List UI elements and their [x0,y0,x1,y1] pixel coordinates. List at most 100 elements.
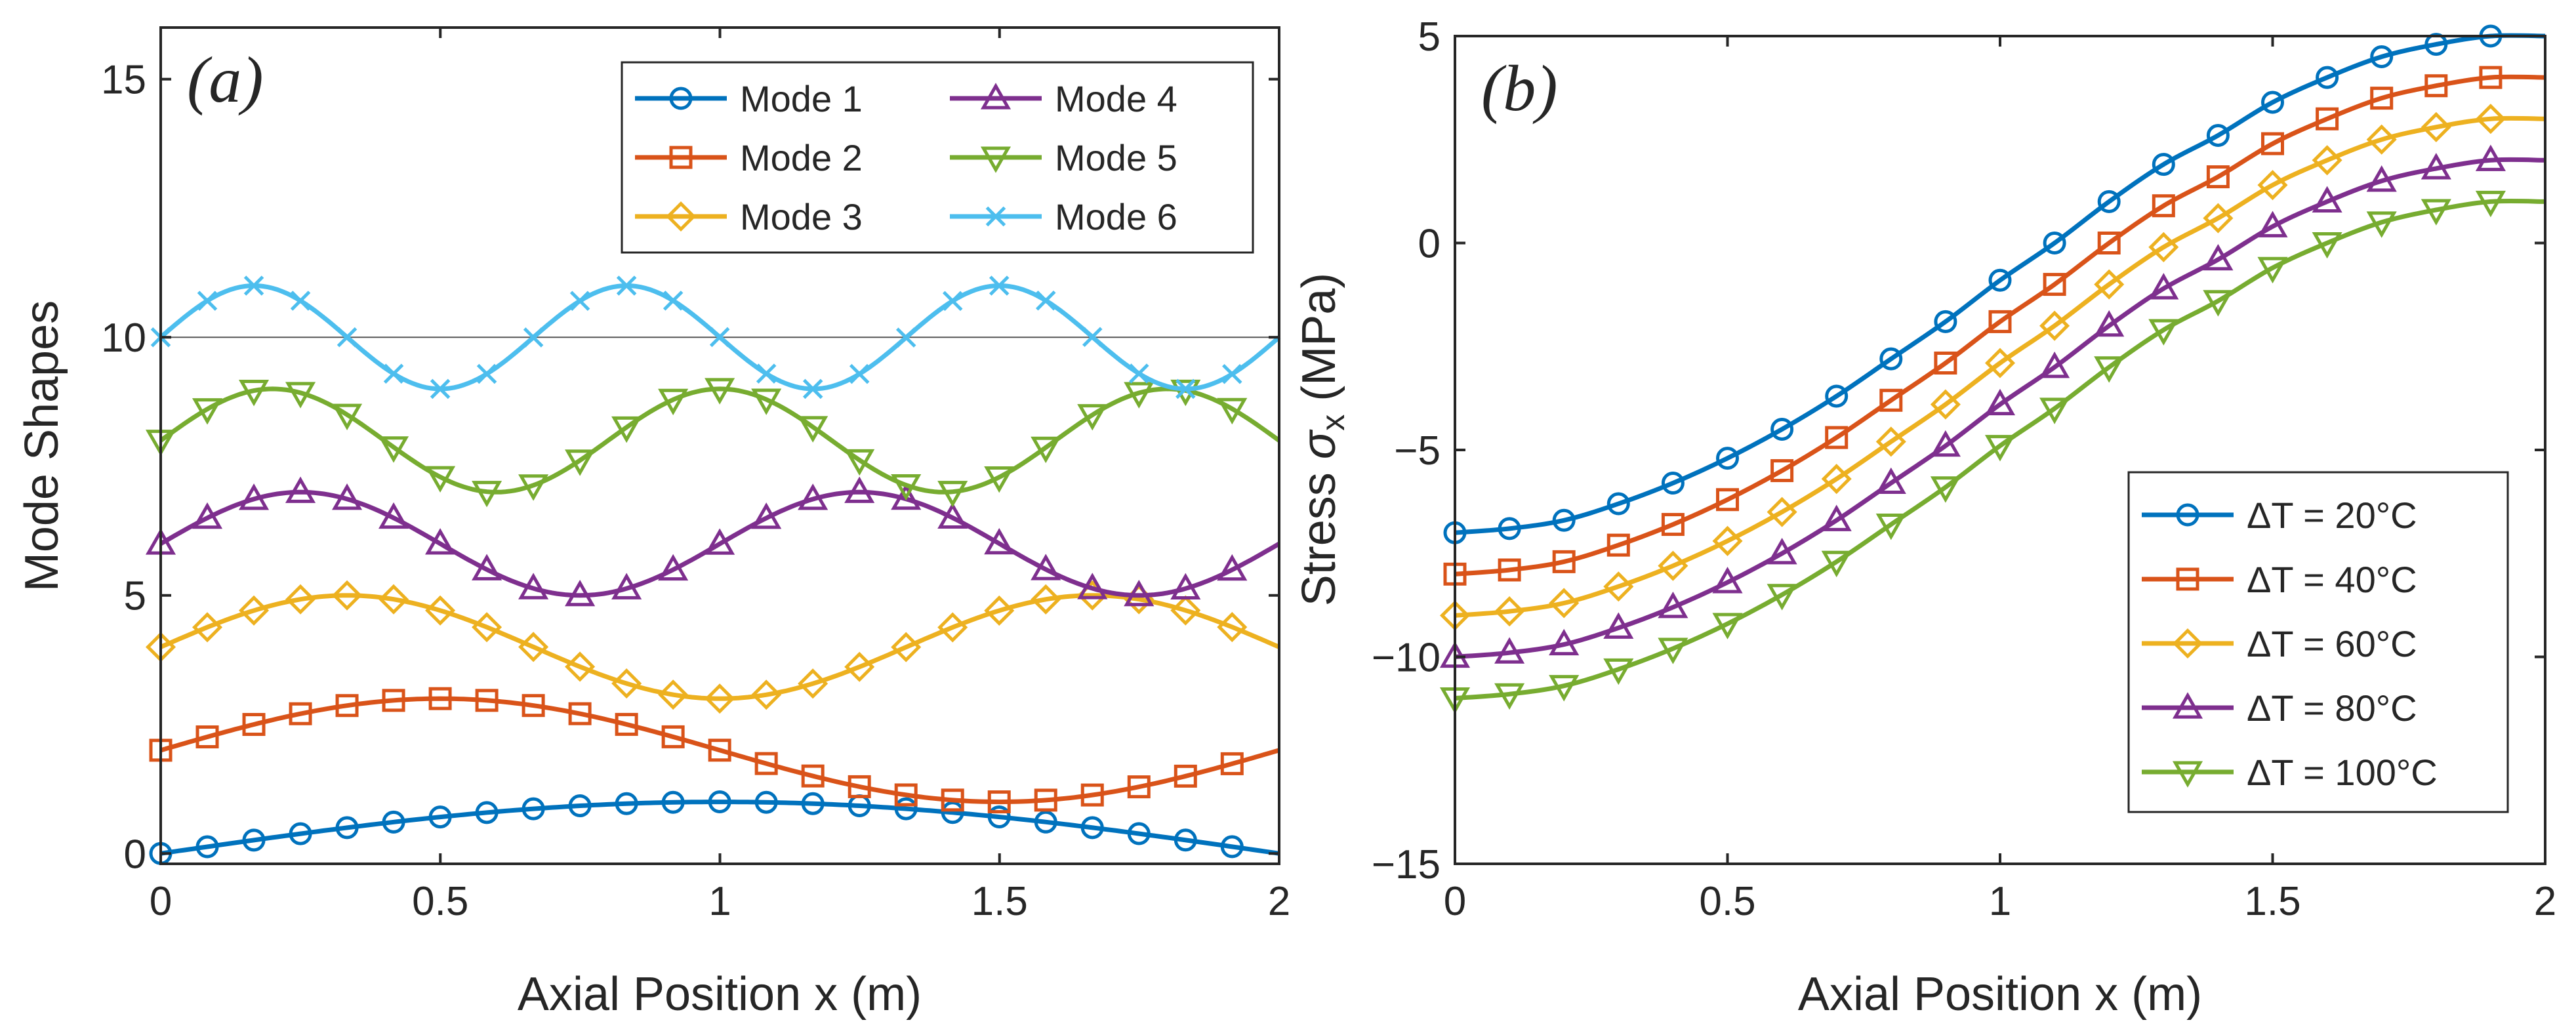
panel-b-point-series-3 [2421,112,2451,142]
panel-a-series-line-mode-5 [159,386,1281,495]
panel-b-legend-marker [2172,692,2203,719]
panel-a-point-mode-2 [941,788,964,812]
panel-a-point-mode-4 [658,554,689,581]
panel-b-point-series-2 [1498,558,1521,582]
panel-a-point-mode-6 [895,327,916,348]
panel-b-point-series-4 [1712,567,1743,594]
panel-a-point-mode-4 [1077,573,1108,599]
panel-a-point-mode-2 [335,694,359,718]
panel-b-point-series-4 [1658,591,1688,619]
panel-a-point-mode-1 [661,790,685,814]
panel-a-series-line-mode-2 [160,696,1280,805]
panel-a-point-mode-3 [844,651,875,682]
panel-a-point-mode-1 [987,805,1011,829]
panel-a-point-mode-6 [756,363,777,384]
panel-a-point-mode-3 [1170,595,1201,626]
panel-a-point-mode-6 [430,378,451,399]
panel-b-legend-marker [2176,567,2199,591]
panel-a-point-mode-3 [611,668,642,699]
panel-a-point-mode-2 [475,689,499,712]
panel-a-point-mode-4 [1124,579,1155,607]
panel-b-point-series-2 [1661,513,1685,537]
panel-b-point-series-1 [1934,310,1957,333]
panel-a-point-mode-6 [616,275,637,296]
panel-a-legend-marker [669,146,693,169]
panel-b-ylabel: Stress σx (MPa) [1293,273,1351,606]
panel-a-point-mode-5 [891,474,922,501]
panel-a-point-mode-1 [521,797,545,821]
panel-b-label: (b) [1481,52,1558,125]
panel-a-legend-marker [669,87,693,110]
panel-a-point-mode-4 [285,476,316,503]
panel-a-point-mode-6 [849,363,870,384]
panel-b-point-series-1 [1825,384,1849,408]
panel-b-point-series-5 [1549,675,1580,702]
panel-b-point-series-4 [2366,165,2397,192]
panel-a-point-mode-2 [848,775,871,798]
panel-b-point-series-3 [1821,464,1852,495]
panel-a-point-mode-3 [705,683,735,714]
panel-a-point-mode-3 [891,632,922,662]
panel-a-point-mode-6 [1176,378,1196,399]
panel-b-point-series-2 [2097,232,2121,254]
panel-b-point-series-2 [2261,132,2284,155]
panel-b-series-line-1 [1454,33,2546,535]
panel-b-point-series-2 [2152,194,2175,218]
panel-a-point-mode-6 [709,327,730,348]
panel-b-point-series-1 [1606,492,1630,516]
panel-b-point-series-5 [2366,211,2397,238]
panel-b-point-series-5 [1984,435,2016,462]
panel-a-point-mode-4 [1217,554,1248,581]
panel-b-point-series-5 [2312,232,2342,259]
panel-a-point-mode-6 [569,291,590,311]
panel-b-point-series-3 [2312,145,2342,176]
panel-b-legend-label: ΔT = 40°C [2247,559,2417,600]
panel-a-point-mode-6 [197,291,218,311]
panel-a-point-mode-3 [332,580,363,611]
panel-a-point-mode-4 [891,483,922,510]
panel-b-legend-label: ΔT = 100°C [2247,752,2438,793]
panel-a-point-mode-2 [568,702,592,725]
panel-b-point-series-4 [1984,388,2016,416]
panel-b-point-series-5 [1875,514,1906,540]
panel-b-point-series-4 [2475,144,2506,171]
panel-a-point-mode-4 [844,476,875,503]
panel-b-point-series-5 [2148,319,2179,346]
panel-a-point-mode-3 [798,668,828,699]
panel-a-xtick-label: 1.5 [971,879,1028,924]
panel-a-point-mode-4 [1031,554,1061,580]
panel-a-point-mode-2 [661,725,685,748]
panel-b-point-series-3 [1549,588,1580,619]
panel-b-xlabel: Axial Position x (m) [1798,968,2202,1021]
panel-a-point-mode-3 [751,680,782,710]
panel-b-legend-marker [2172,761,2203,788]
panel-b-ticks: 0 0.5 1 1.5 2 −15 −10 −5 0 5 [1372,14,2556,924]
panel-b-point-series-3 [1658,550,1688,581]
panel-b-point-series-4 [1930,430,1961,457]
panel-a-point-mode-4 [238,483,270,510]
panel-a-point-mode-3 [238,595,270,626]
panel-b-ytick-label: −5 [1394,428,1441,474]
panel-b-point-series-3 [2094,269,2125,300]
panel-b-series-line-3 [1454,115,2546,618]
panel-a-series-line-mode-1 [160,800,1280,856]
panel-b-point-series-1 [1770,417,1794,441]
panel-a-point-mode-3 [658,680,689,710]
panel-b-point-series-2 [1879,388,1903,412]
panel-a-xtick-label: 0.5 [412,879,468,924]
panel-a-point-mode-1 [195,835,219,859]
panel-a-point-mode-4 [425,528,456,555]
panel-a-point-mode-6 [942,291,963,312]
panel-a-point-mode-1 [1034,810,1057,834]
panel-a-legend: Mode 1 Mode 2 Mode 3 Mode 4 Mode 5 Mode 6 [621,61,1254,254]
panel-b-point-series-4 [1767,537,1797,565]
panel-a-point-mode-1 [1080,816,1104,840]
panel-a-plot-area [145,275,1281,865]
panel-a-point-mode-4 [1170,573,1201,599]
panel-a-point-mode-6 [802,378,823,399]
panel-a-point-mode-2 [521,694,545,718]
panel-a-point-mode-4 [798,483,828,510]
panel-a-point-mode-2 [382,689,405,712]
panel-b-ytick-label: −15 [1372,842,1441,887]
panel-a-point-mode-3 [425,595,456,626]
